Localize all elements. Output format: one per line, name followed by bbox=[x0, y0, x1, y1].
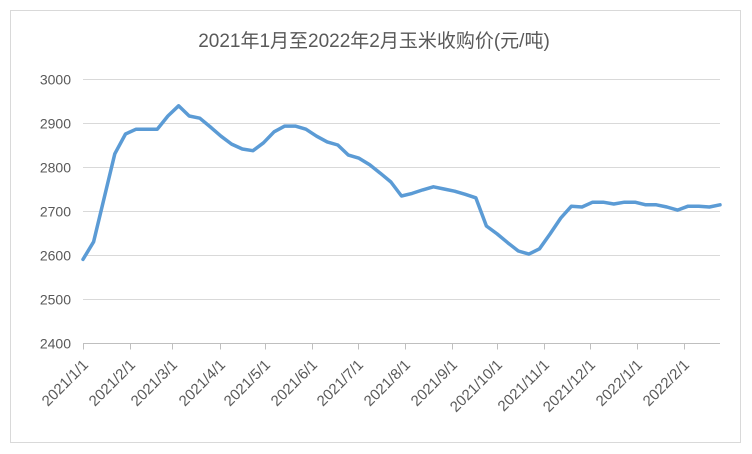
y-gridlines bbox=[83, 79, 720, 300]
y-tick-label: 2500 bbox=[40, 292, 71, 308]
y-tick-label: 2700 bbox=[40, 204, 71, 220]
y-tick-label: 3000 bbox=[40, 72, 71, 88]
y-tick-label: 2600 bbox=[40, 248, 71, 264]
x-axis bbox=[83, 343, 720, 350]
chart-title: 2021年1月至2022年2月玉米收购价(元/吨) bbox=[198, 30, 550, 52]
y-tick-label: 2400 bbox=[40, 336, 71, 352]
y-axis-tick-labels: 2400 2500 2600 2700 2800 2900 3000 bbox=[40, 72, 71, 352]
chart-border bbox=[10, 10, 741, 443]
y-tick-label: 2800 bbox=[40, 160, 71, 176]
series-group bbox=[81, 104, 722, 262]
series-line bbox=[81, 104, 722, 262]
y-tick-label: 2900 bbox=[40, 116, 71, 132]
